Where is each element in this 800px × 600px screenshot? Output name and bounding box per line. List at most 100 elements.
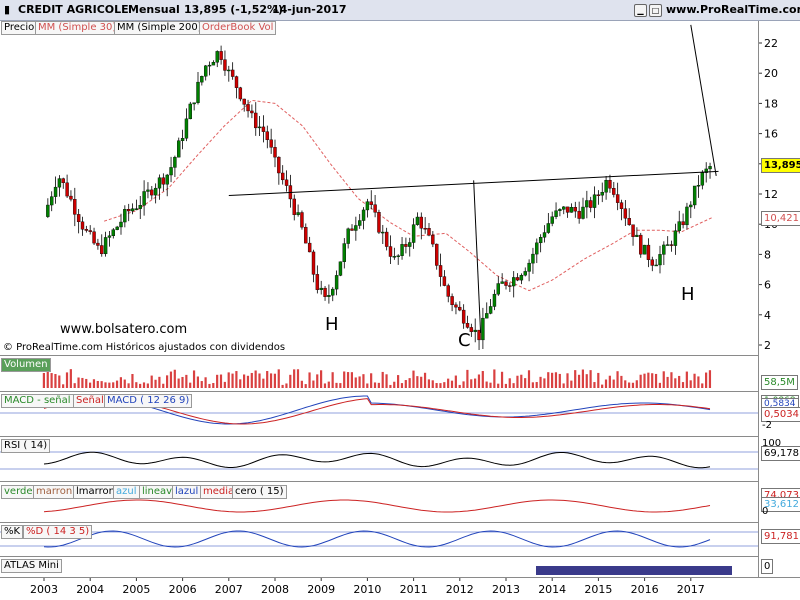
y-tick-label: 18 <box>764 97 778 110</box>
legend-media[interactable]: media <box>200 485 238 499</box>
candle <box>454 304 458 308</box>
volume-bar <box>185 374 188 388</box>
volume-bar <box>647 372 650 388</box>
y-tick-label: 8 <box>764 248 771 261</box>
volume-bar <box>500 371 504 388</box>
panel-divider[interactable] <box>0 391 758 392</box>
volume-bar <box>308 372 311 388</box>
candle <box>631 224 635 237</box>
candle <box>404 244 408 247</box>
candle <box>542 232 547 238</box>
minimize-icon[interactable]: ▁ <box>634 4 647 17</box>
legend-macd[interactable]: MACD ( 12 26 9) <box>104 394 193 408</box>
legend-orderbook[interactable]: OrderBook Vol <box>199 21 277 35</box>
panel-divider[interactable] <box>0 522 758 523</box>
volume-bar <box>393 381 396 388</box>
legend-rsi[interactable]: RSI ( 14) <box>1 439 51 453</box>
legend-macd-signal[interactable]: MACD - señal <box>1 394 74 408</box>
panel-divider[interactable] <box>0 556 758 557</box>
legend-ma200[interactable]: MM (Simple 200) <box>114 21 205 35</box>
candle <box>269 139 273 148</box>
candle <box>69 195 73 200</box>
volume-bar <box>404 380 407 388</box>
volume-value: 58,5M <box>761 375 798 390</box>
legend-marron[interactable]: marron <box>33 485 76 499</box>
right-axis-border <box>758 21 759 578</box>
legend-azul[interactable]: azul <box>113 485 140 499</box>
candle <box>88 230 92 232</box>
candle <box>527 262 531 272</box>
candle <box>488 306 493 314</box>
legend-precio[interactable]: Precio <box>1 21 38 35</box>
legend-ma30[interactable]: MM (Simple 30) <box>35 21 120 35</box>
legend-lmarron[interactable]: lmarron <box>73 485 118 499</box>
volume-bar <box>285 383 288 388</box>
candle <box>257 126 262 129</box>
legend-k[interactable]: %K <box>1 525 24 539</box>
candle <box>596 194 601 196</box>
candle <box>615 194 620 203</box>
volume-bar <box>604 379 608 388</box>
panel-divider[interactable] <box>0 481 758 482</box>
atlas-bar <box>536 566 732 575</box>
legend-cero[interactable]: cero ( 15) <box>232 485 287 499</box>
candle <box>342 243 346 262</box>
legend-lazul[interactable]: lazul <box>172 485 202 499</box>
volume-bar <box>577 374 581 388</box>
cero-tick: 0 <box>762 506 769 517</box>
volume-bar <box>96 380 99 388</box>
volume-bar <box>204 377 207 388</box>
volume-bar <box>312 380 315 388</box>
legend-signal[interactable]: Señal <box>73 394 107 408</box>
volume-bar <box>246 375 250 388</box>
volume-bar <box>608 375 611 388</box>
candle <box>196 81 200 103</box>
candle <box>238 87 243 100</box>
candle <box>103 237 108 255</box>
candle <box>523 271 527 276</box>
legend-lineav[interactable]: lineav <box>139 485 176 499</box>
x-tick-label: 2014 <box>538 583 566 596</box>
volume-bar <box>62 384 65 388</box>
x-tick-label: 2012 <box>446 583 474 596</box>
candle <box>608 179 612 189</box>
volume-bar <box>119 377 122 388</box>
volume-bar <box>335 382 338 388</box>
maximize-icon[interactable]: □ <box>649 4 662 17</box>
volume-bar <box>277 369 280 388</box>
volume-bar <box>42 372 45 388</box>
candle <box>123 209 127 223</box>
candle <box>288 185 293 200</box>
volume-bar <box>397 375 400 388</box>
candle <box>388 246 393 257</box>
volume-bar <box>666 376 669 388</box>
candle <box>207 64 212 67</box>
volume-bar <box>439 383 442 388</box>
volume-bar <box>466 369 469 388</box>
candle <box>623 208 628 219</box>
volume-bar <box>115 380 119 388</box>
watermark: www.bolsatero.com <box>60 322 188 337</box>
panel-divider[interactable] <box>0 355 758 356</box>
candle <box>296 212 300 215</box>
y-tick-label: 22 <box>764 37 778 50</box>
panel-divider[interactable] <box>0 436 758 437</box>
volume-bar <box>527 370 531 388</box>
candle <box>80 221 85 230</box>
volume-bar <box>670 372 673 388</box>
candle <box>558 209 562 211</box>
candle <box>477 329 481 341</box>
candle <box>504 281 508 286</box>
title-bar: ▮ CREDIT AGRICOLE Mensual 13,895 (-1,52%… <box>0 0 800 21</box>
volume-bar <box>223 381 226 388</box>
legend-volume[interactable]: Volumen <box>1 358 51 372</box>
legend-d[interactable]: %D ( 14 3 5) <box>23 525 93 539</box>
legend-verde[interactable]: verde <box>1 485 36 499</box>
legend-atlas[interactable]: ATLAS Mini <box>1 559 62 573</box>
volume-bar <box>81 377 84 388</box>
x-tick-label: 2017 <box>677 583 705 596</box>
x-tick-label: 2011 <box>400 583 428 596</box>
volume-bar <box>631 382 635 388</box>
volume-bar <box>243 374 246 388</box>
